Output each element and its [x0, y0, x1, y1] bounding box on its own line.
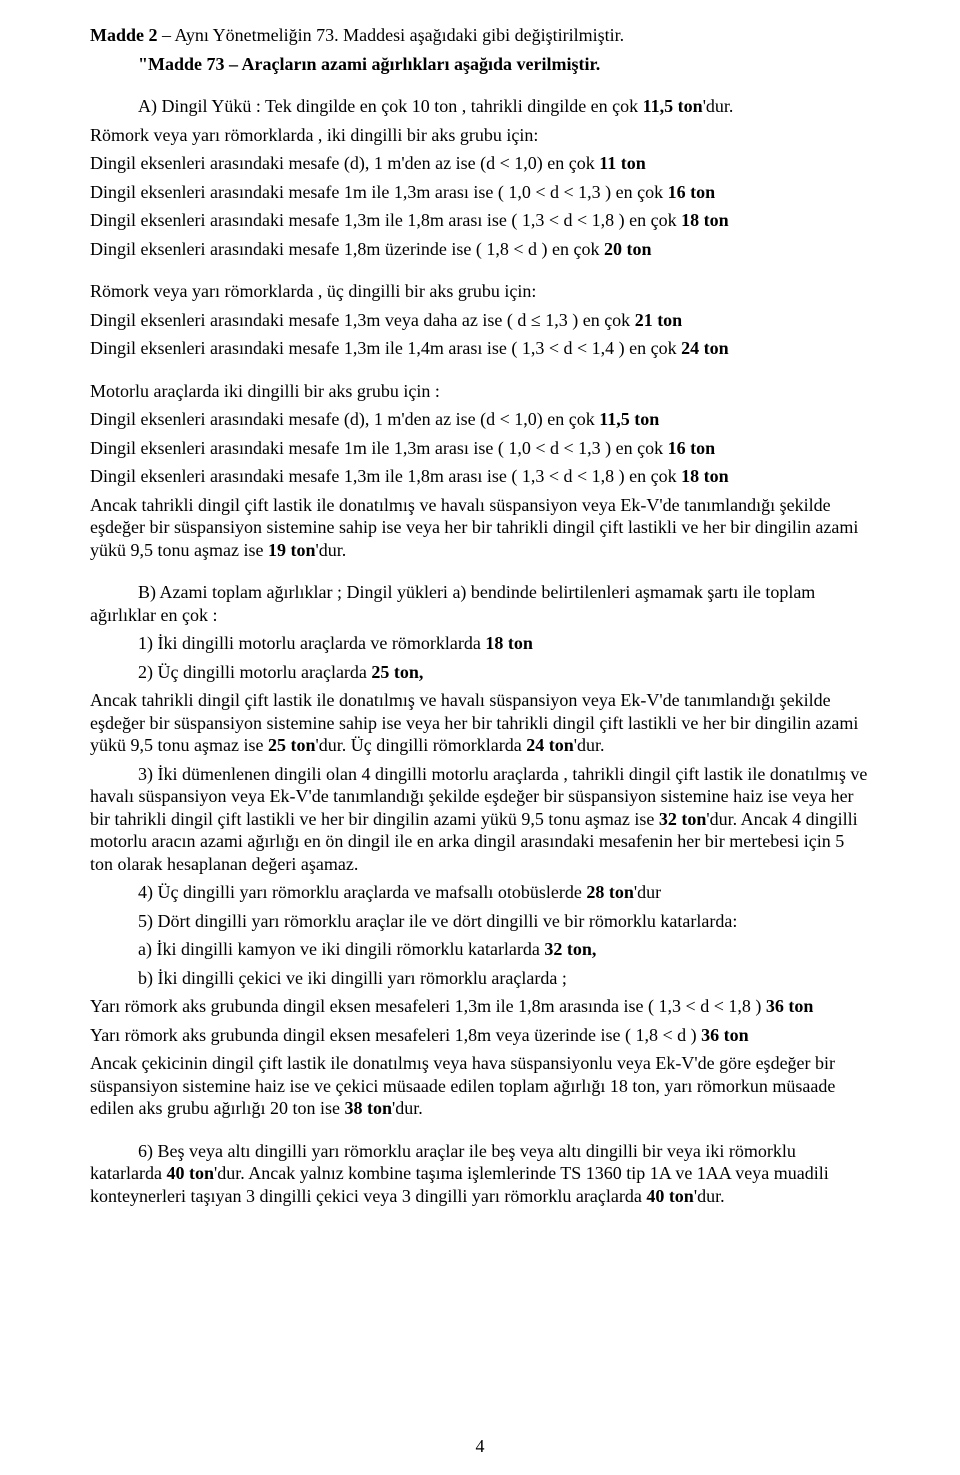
c2-b: 11,5 ton	[599, 409, 659, 429]
bB5: 5) Dört dingilli yarı römorklu araçlar i…	[90, 910, 870, 933]
a2-b: 11 ton	[599, 153, 646, 173]
page-number: 4	[0, 1435, 960, 1458]
bB6-b2: 40 ton	[646, 1186, 694, 1206]
c3-pre: Dingil eksenleri arasındaki mesafe 1m il…	[90, 438, 668, 458]
b2-b: 21 ton	[635, 310, 683, 330]
bB1-pre: 1) İki dingilli motorlu araçlarda ve röm…	[138, 633, 485, 653]
c5-b: 19 ton	[268, 540, 316, 560]
a4-pre: Dingil eksenleri arasındaki mesafe 1,3m …	[90, 210, 681, 230]
c2-pre: Dingil eksenleri arasındaki mesafe (d), …	[90, 409, 599, 429]
bB1: 1) İki dingilli motorlu araçlarda ve röm…	[90, 632, 870, 655]
bB2-tail-end: 'dur.	[574, 735, 605, 755]
a-line1: Römork veya yarı römorklarda , iki dingi…	[90, 124, 870, 147]
a-line3: Dingil eksenleri arasındaki mesafe 1m il…	[90, 181, 870, 204]
c-line2: Dingil eksenleri arasındaki mesafe (d), …	[90, 408, 870, 431]
a-lead-text: A) Dingil Yükü : Tek dingilde en çok 10 …	[138, 96, 643, 116]
a5-pre: Dingil eksenleri arasındaki mesafe 1,8m …	[90, 239, 604, 259]
b2-pre: Dingil eksenleri arasındaki mesafe 1,3m …	[90, 310, 635, 330]
bB2-tail: Ancak tahrikli dingil çift lastik ile do…	[90, 689, 870, 757]
bB2: 2) Üç dingilli motorlu araçlarda 25 ton,	[90, 661, 870, 684]
madde2-heading: Madde 2 – Aynı Yönetmeliğin 73. Maddesi …	[90, 24, 870, 47]
a3-pre: Dingil eksenleri arasındaki mesafe 1m il…	[90, 182, 668, 202]
bB2-pre: 2) Üç dingilli motorlu araçlarda	[138, 662, 371, 682]
bB5a-pre: a) İki dingilli kamyon ve iki dingili rö…	[138, 939, 544, 959]
section-a-lead: A) Dingil Yükü : Tek dingilde en çok 10 …	[90, 95, 870, 118]
b3-b: 24 ton	[681, 338, 729, 358]
bB1-b: 18 ton	[485, 633, 533, 653]
c-line4: Dingil eksenleri arasındaki mesafe 1,3m …	[90, 465, 870, 488]
bB5a-b: 32 ton,	[544, 939, 596, 959]
bB6-end: 'dur.	[694, 1186, 725, 1206]
b3-pre: Dingil eksenleri arasındaki mesafe 1,3m …	[90, 338, 681, 358]
bB6: 6) Beş veya altı dingilli yarı römorklu …	[90, 1140, 870, 1208]
bB5-tail: Ancak çekicinin dingil çift lastik ile d…	[90, 1052, 870, 1120]
madde2-title: Madde 2	[90, 25, 158, 45]
a-lead-bold: 11,5 ton	[643, 96, 703, 116]
bB4-tail: 'dur	[634, 882, 661, 902]
bB5a: a) İki dingilli kamyon ve iki dingili rö…	[90, 938, 870, 961]
madde2-text: – Aynı Yönetmeliğin 73. Maddesi aşağıdak…	[158, 25, 625, 45]
a-line2: Dingil eksenleri arasındaki mesafe (d), …	[90, 152, 870, 175]
b-line3: Dingil eksenleri arasındaki mesafe 1,3m …	[90, 337, 870, 360]
c4-pre: Dingil eksenleri arasındaki mesafe 1,3m …	[90, 466, 681, 486]
c-line3: Dingil eksenleri arasındaki mesafe 1m il…	[90, 437, 870, 460]
c3-b: 16 ton	[668, 438, 716, 458]
bB5-y1: Yarı römork aks grubunda dingil eksen me…	[90, 995, 870, 1018]
bB5-tail-pre: Ancak çekicinin dingil çift lastik ile d…	[90, 1053, 835, 1118]
b-line2: Dingil eksenleri arasındaki mesafe 1,3m …	[90, 309, 870, 332]
bB5-y2-b: 36 ton	[701, 1025, 749, 1045]
bB3-b: 32 ton	[659, 809, 707, 829]
a-line5: Dingil eksenleri arasındaki mesafe 1,8m …	[90, 238, 870, 261]
bB5-tail-b: 38 ton	[344, 1098, 392, 1118]
c-line1: Motorlu araçlarda iki dingilli bir aks g…	[90, 380, 870, 403]
bB5b: b) İki dingilli çekici ve iki dingilli y…	[90, 967, 870, 990]
bB5-y1-b: 36 ton	[766, 996, 814, 1016]
c5-pre: Ancak tahrikli dingil çift lastik ile do…	[90, 495, 858, 560]
bB5-y1-pre: Yarı römork aks grubunda dingil eksen me…	[90, 996, 766, 1016]
bB6-b1: 40 ton	[166, 1163, 214, 1183]
a4-b: 18 ton	[681, 210, 729, 230]
a-line4: Dingil eksenleri arasındaki mesafe 1,3m …	[90, 209, 870, 232]
bB5-tail-end: 'dur.	[392, 1098, 423, 1118]
bB4-pre: 4) Üç dingilli yarı römorklu araçlarda v…	[138, 882, 586, 902]
section-b-lead: B) Azami toplam ağırlıklar ; Dingil yükl…	[90, 581, 870, 626]
c5-tail: 'dur.	[316, 540, 347, 560]
b-line1: Römork veya yarı römorklarda , üç dingil…	[90, 280, 870, 303]
bB2-b: 25 ton,	[371, 662, 423, 682]
bB5-y2: Yarı römork aks grubunda dingil eksen me…	[90, 1024, 870, 1047]
a2-pre: Dingil eksenleri arasındaki mesafe (d), …	[90, 153, 599, 173]
a3-b: 16 ton	[668, 182, 716, 202]
bB4: 4) Üç dingilli yarı römorklu araçlarda v…	[90, 881, 870, 904]
bB2-tail-b2: 24 ton	[526, 735, 574, 755]
c4-b: 18 ton	[681, 466, 729, 486]
document-page: Madde 2 – Aynı Yönetmeliğin 73. Maddesi …	[0, 0, 960, 1475]
bB2-tail-b1: 25 ton	[268, 735, 316, 755]
a-lead-tail: 'dur.	[703, 96, 734, 116]
bB3: 3) İki dümenlenen dingili olan 4 dingill…	[90, 763, 870, 876]
a5-b: 20 ton	[604, 239, 652, 259]
bB4-b: 28 ton	[586, 882, 634, 902]
bB5-y2-pre: Yarı römork aks grubunda dingil eksen me…	[90, 1025, 701, 1045]
c-line5: Ancak tahrikli dingil çift lastik ile do…	[90, 494, 870, 562]
bB2-tail-mid: 'dur. Üç dingilli römorklarda	[316, 735, 527, 755]
madde73-quote: "Madde 73 – Araçların azami ağırlıkları …	[90, 53, 870, 76]
